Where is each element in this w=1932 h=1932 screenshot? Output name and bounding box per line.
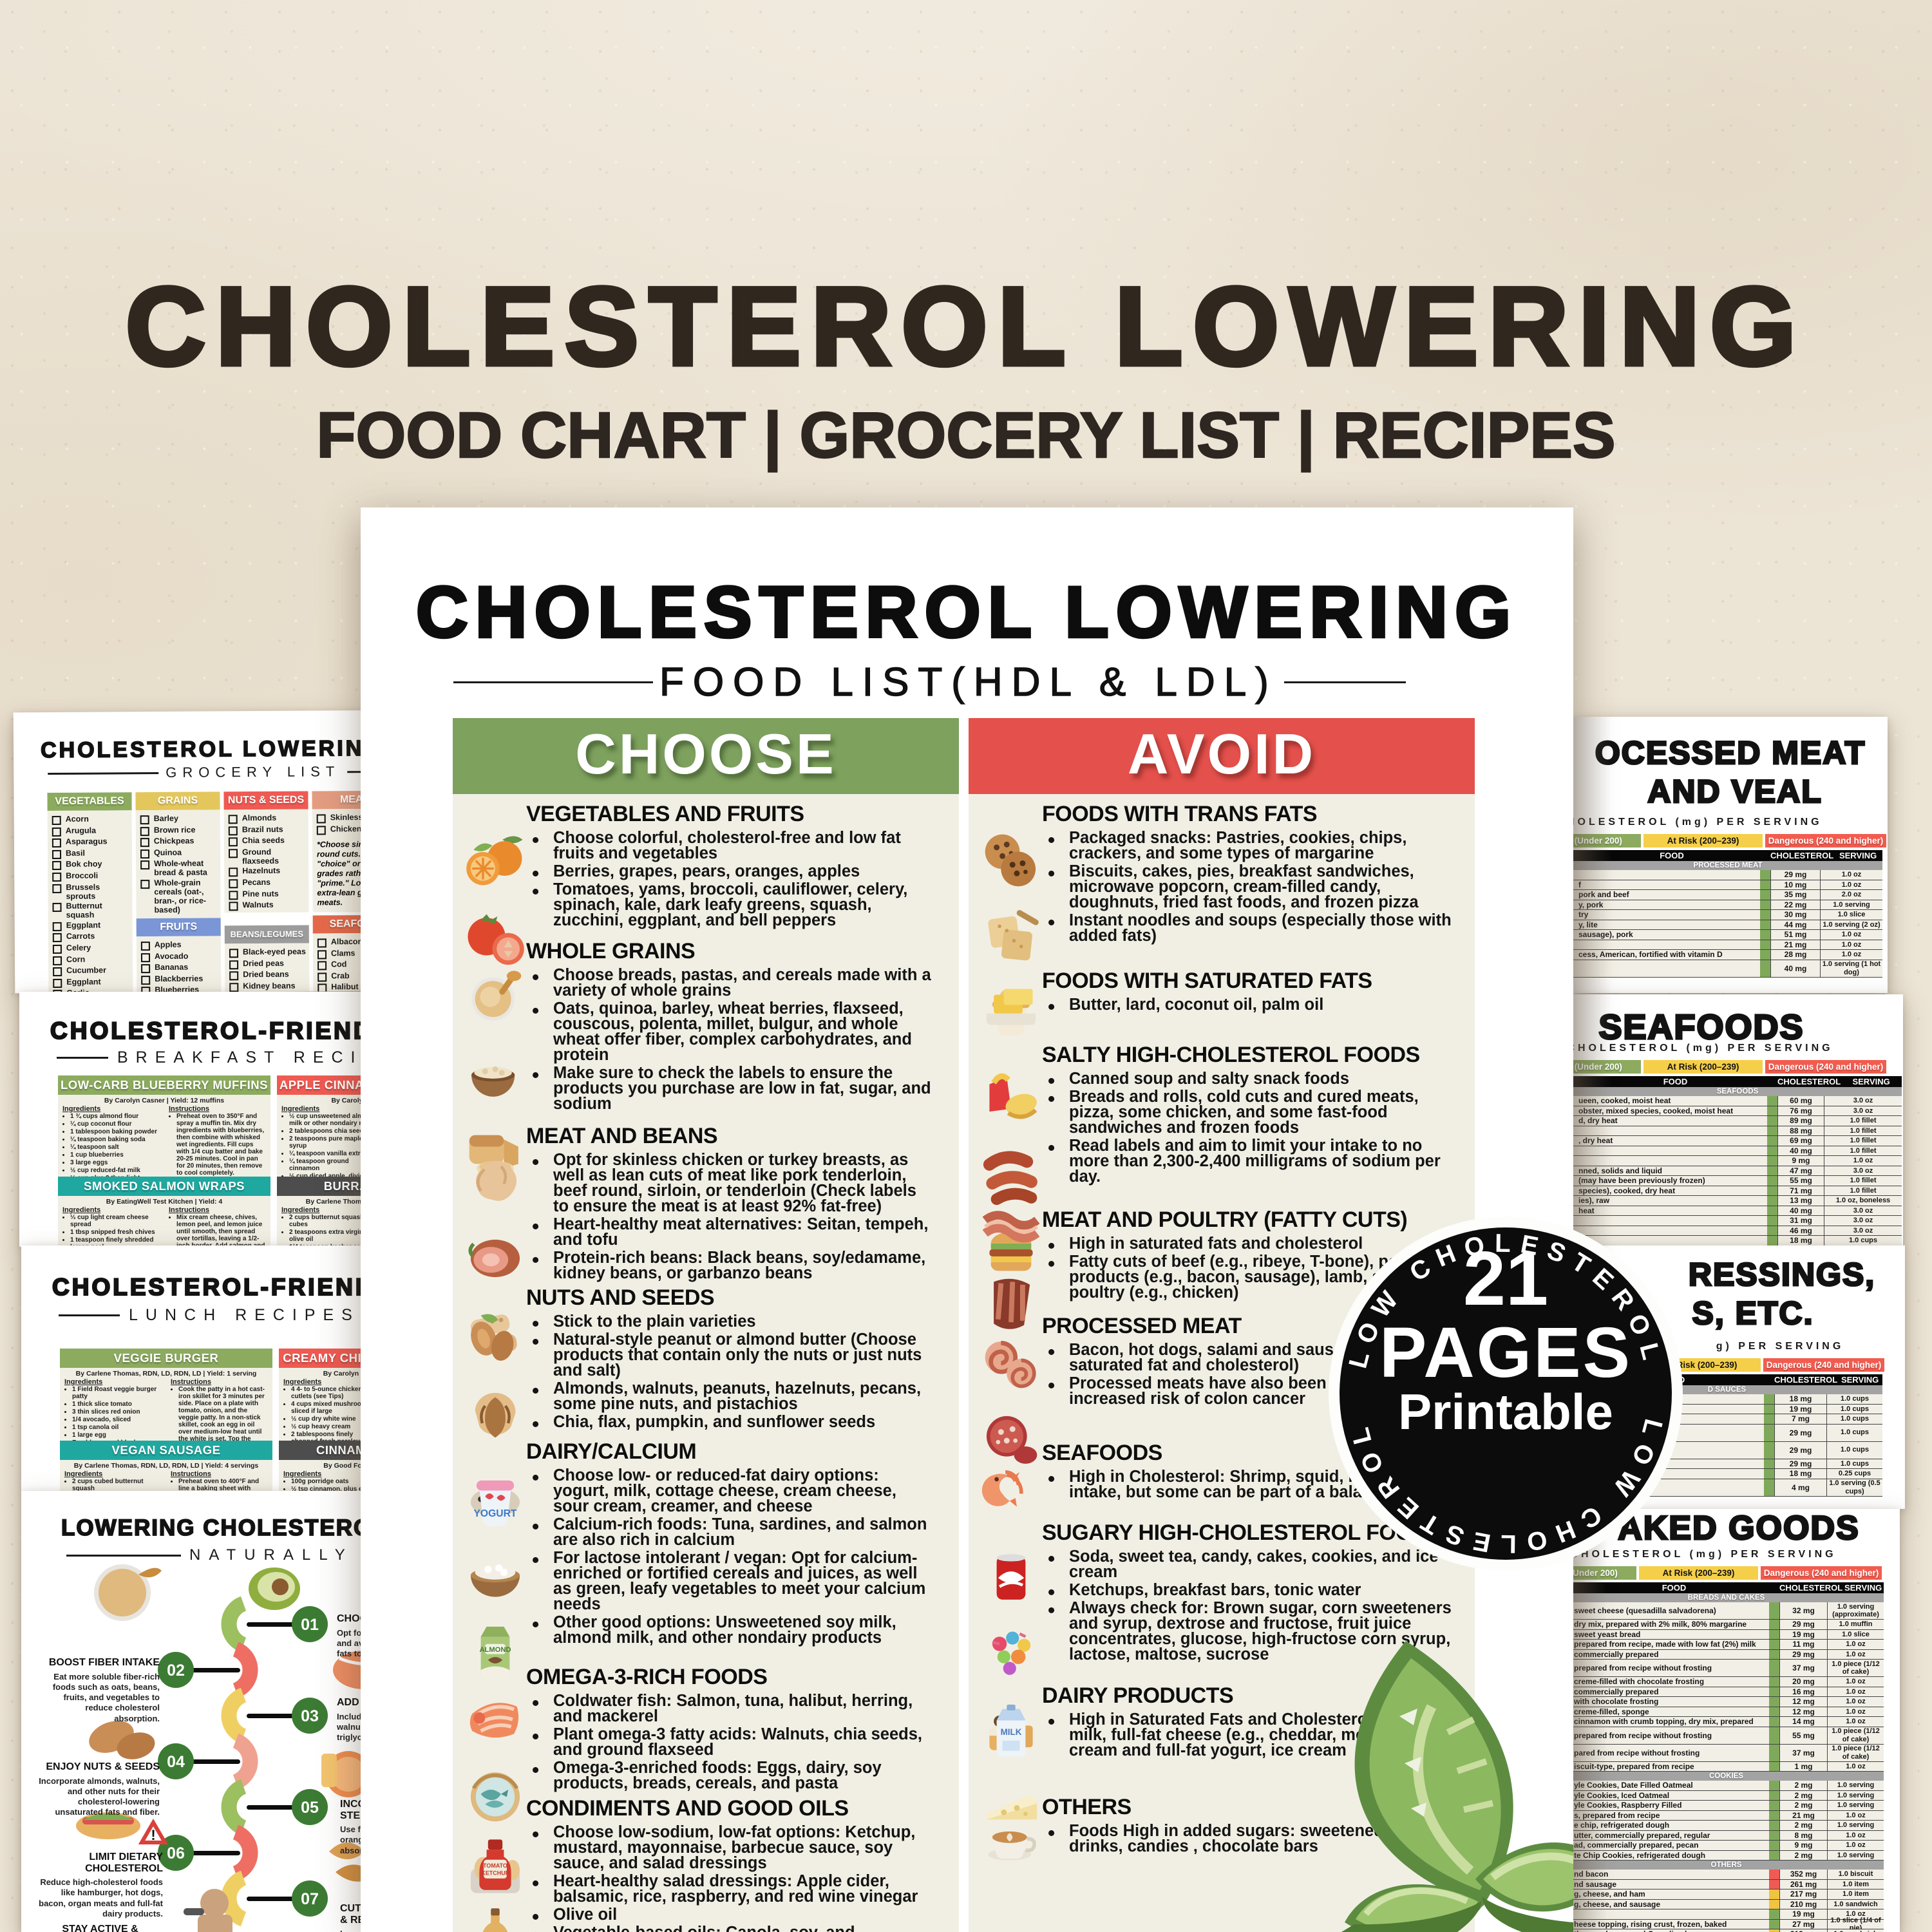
- svg-text:02: 02: [167, 1662, 185, 1680]
- svg-text:21: 21: [1463, 1236, 1548, 1321]
- svg-text:04: 04: [167, 1753, 185, 1771]
- svg-text:YOGURT: YOGURT: [473, 1508, 516, 1519]
- svg-text:MILK: MILK: [1001, 1727, 1022, 1737]
- svg-text:PAGES: PAGES: [1379, 1313, 1632, 1392]
- svg-text:Printable: Printable: [1398, 1383, 1613, 1440]
- svg-text:03: 03: [301, 1707, 319, 1725]
- svg-text:06: 06: [167, 1844, 185, 1862]
- svg-text:TOMATO: TOMATO: [483, 1862, 507, 1869]
- svg-text:07: 07: [301, 1890, 319, 1908]
- svg-text:!: !: [151, 1827, 155, 1843]
- svg-text:KETCHUP: KETCHUP: [481, 1870, 509, 1876]
- svg-text:01: 01: [301, 1616, 319, 1634]
- svg-text:ALMOND: ALMOND: [479, 1646, 511, 1654]
- svg-text:05: 05: [301, 1799, 319, 1817]
